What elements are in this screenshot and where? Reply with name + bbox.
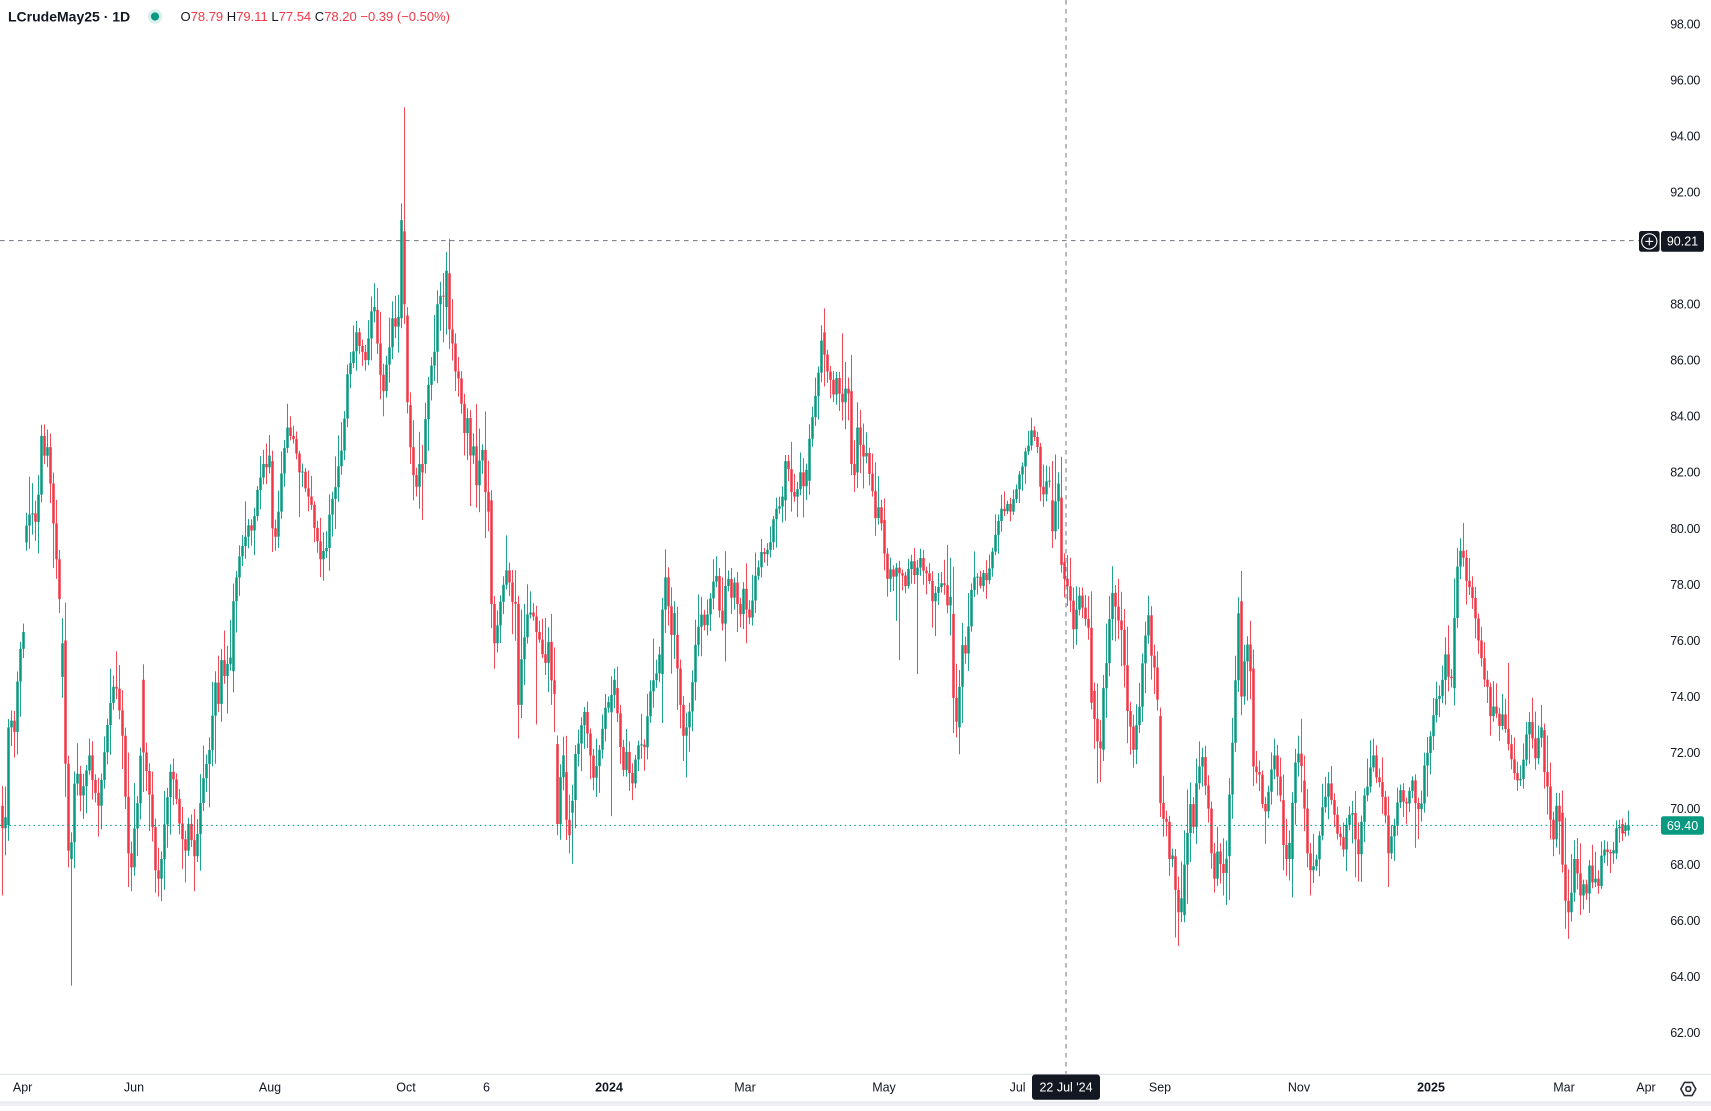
svg-text:Sep: Sep [1149,1081,1171,1095]
svg-text:86.00: 86.00 [1670,354,1700,368]
svg-text:2024: 2024 [595,1081,623,1095]
svg-text:92.00: 92.00 [1670,186,1700,200]
svg-text:Oct: Oct [396,1081,416,1095]
svg-text:Apr: Apr [1636,1081,1655,1095]
svg-text:68.00: 68.00 [1670,858,1700,872]
svg-text:O78.79 H79.11 L77.54 C78.20 −0: O78.79 H79.11 L77.54 C78.20 −0.39 (−0.50… [181,9,450,24]
svg-text:2025: 2025 [1417,1081,1445,1095]
svg-text:80.00: 80.00 [1670,522,1700,536]
svg-text:May: May [872,1081,896,1095]
svg-text:90.21: 90.21 [1667,235,1698,249]
svg-text:84.00: 84.00 [1670,410,1700,424]
svg-text:76.00: 76.00 [1670,634,1700,648]
svg-text:Jul: Jul [1010,1081,1026,1095]
svg-text:Mar: Mar [734,1081,756,1095]
svg-text:66.00: 66.00 [1670,914,1700,928]
svg-text:Nov: Nov [1288,1081,1311,1095]
svg-text:94.00: 94.00 [1670,130,1700,144]
svg-text:22 Jul '24: 22 Jul '24 [1039,1081,1092,1095]
svg-text:82.00: 82.00 [1670,466,1700,480]
svg-text:LCrudeMay25 · 1D: LCrudeMay25 · 1D [8,8,130,24]
svg-text:74.00: 74.00 [1670,690,1700,704]
svg-text:98.00: 98.00 [1670,17,1700,31]
svg-text:64.00: 64.00 [1670,970,1700,984]
svg-text:Mar: Mar [1553,1081,1575,1095]
svg-text:72.00: 72.00 [1670,746,1700,760]
svg-text:78.00: 78.00 [1670,578,1700,592]
svg-text:Aug: Aug [259,1081,281,1095]
svg-text:70.00: 70.00 [1670,802,1700,816]
svg-text:69.40: 69.40 [1667,819,1698,833]
svg-text:88.00: 88.00 [1670,298,1700,312]
svg-text:Apr: Apr [13,1081,32,1095]
svg-text:6: 6 [483,1081,490,1095]
svg-text:96.00: 96.00 [1670,73,1700,87]
svg-text:Jun: Jun [124,1081,144,1095]
svg-text:62.00: 62.00 [1670,1026,1700,1040]
